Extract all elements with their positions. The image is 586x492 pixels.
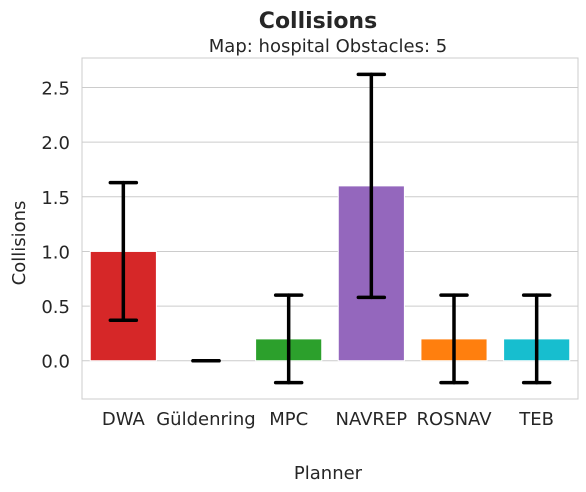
y-tick-label: 0.5 — [41, 297, 70, 318]
x-axis-label: Planner — [294, 463, 363, 484]
y-tick-label: 2.5 — [41, 79, 70, 100]
y-tick-label: 1.0 — [41, 242, 70, 263]
y-tick-label: 1.5 — [41, 188, 70, 209]
x-tick-label: TEB — [518, 409, 554, 430]
y-axis-label: Collisions — [9, 201, 30, 286]
x-tick-label: Güldenring — [156, 409, 256, 430]
y-tick-label: 2.0 — [41, 133, 70, 154]
x-tick-label: MPC — [269, 409, 308, 430]
x-tick-label: NAVREP — [335, 409, 407, 430]
y-tick-label: 0.0 — [41, 352, 70, 373]
x-tick-label: DWA — [102, 409, 146, 430]
x-tick-label: ROSNAV — [416, 409, 492, 430]
chart-subtitle: Map: hospital Obstacles: 5 — [209, 36, 447, 57]
chart-title: Collisions — [259, 9, 377, 34]
